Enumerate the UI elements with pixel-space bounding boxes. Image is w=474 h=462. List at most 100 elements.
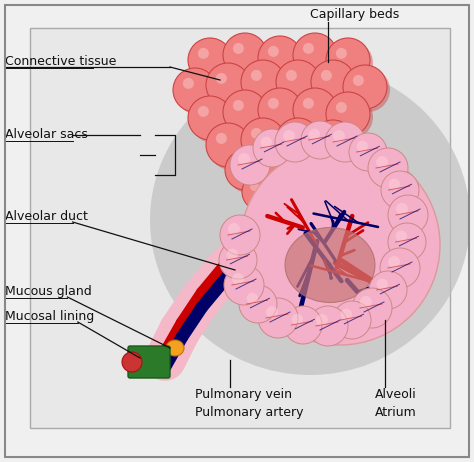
Circle shape — [280, 175, 316, 211]
Circle shape — [226, 93, 270, 137]
Circle shape — [216, 133, 227, 144]
Circle shape — [253, 129, 291, 167]
Text: Alveoli: Alveoli — [375, 388, 417, 401]
Circle shape — [261, 91, 305, 135]
Circle shape — [198, 106, 209, 117]
Text: Pulmonary artery: Pulmonary artery — [195, 406, 303, 419]
Circle shape — [356, 140, 368, 152]
Circle shape — [377, 279, 388, 290]
Circle shape — [188, 38, 232, 82]
Circle shape — [191, 99, 235, 143]
Circle shape — [232, 273, 244, 285]
Ellipse shape — [150, 65, 470, 375]
Circle shape — [279, 121, 323, 165]
Circle shape — [311, 120, 355, 164]
Circle shape — [279, 63, 323, 107]
Circle shape — [219, 241, 257, 279]
Circle shape — [244, 63, 288, 107]
Circle shape — [309, 128, 320, 140]
FancyBboxPatch shape — [128, 346, 170, 378]
Circle shape — [223, 90, 267, 134]
Circle shape — [224, 265, 264, 305]
Circle shape — [275, 122, 315, 162]
Circle shape — [216, 73, 227, 84]
Text: Atrium: Atrium — [375, 406, 417, 419]
Circle shape — [343, 65, 387, 109]
Circle shape — [303, 98, 314, 109]
Circle shape — [276, 118, 320, 162]
Circle shape — [261, 137, 272, 148]
Circle shape — [228, 153, 268, 193]
Circle shape — [268, 98, 279, 109]
Circle shape — [188, 96, 232, 140]
Circle shape — [396, 203, 408, 215]
Circle shape — [230, 145, 270, 185]
Circle shape — [333, 301, 371, 339]
Circle shape — [191, 41, 235, 85]
Circle shape — [241, 60, 285, 104]
Circle shape — [360, 296, 372, 308]
Circle shape — [206, 123, 250, 167]
Text: Alveolar sacs: Alveolar sacs — [5, 128, 88, 141]
Circle shape — [223, 33, 267, 77]
Circle shape — [349, 133, 387, 171]
Circle shape — [284, 306, 322, 344]
Circle shape — [286, 128, 297, 139]
Circle shape — [198, 48, 209, 59]
Circle shape — [296, 91, 340, 135]
Circle shape — [325, 122, 365, 162]
Circle shape — [240, 145, 440, 345]
Circle shape — [250, 182, 259, 191]
Circle shape — [316, 314, 328, 326]
Circle shape — [303, 43, 314, 54]
Circle shape — [376, 156, 388, 168]
Circle shape — [329, 41, 373, 85]
Circle shape — [314, 63, 358, 107]
Circle shape — [321, 70, 332, 81]
Circle shape — [209, 126, 253, 170]
Circle shape — [183, 78, 194, 89]
Circle shape — [311, 60, 355, 104]
Circle shape — [296, 36, 340, 80]
Circle shape — [277, 172, 313, 208]
Text: Capillary beds: Capillary beds — [310, 8, 399, 21]
Circle shape — [314, 123, 358, 167]
Circle shape — [239, 285, 277, 323]
Circle shape — [353, 75, 364, 86]
Circle shape — [293, 33, 337, 77]
Circle shape — [346, 68, 390, 112]
Circle shape — [122, 352, 142, 372]
Text: Mucosal lining: Mucosal lining — [5, 310, 94, 323]
Circle shape — [301, 121, 339, 159]
Text: Connective tissue: Connective tissue — [5, 55, 117, 68]
Circle shape — [246, 292, 258, 304]
Circle shape — [292, 314, 303, 325]
Circle shape — [329, 95, 373, 139]
Circle shape — [227, 249, 238, 260]
Circle shape — [244, 121, 288, 165]
Circle shape — [388, 195, 428, 235]
Circle shape — [209, 66, 253, 110]
Circle shape — [251, 128, 262, 139]
Circle shape — [326, 92, 370, 136]
Circle shape — [258, 36, 302, 80]
Circle shape — [233, 43, 244, 54]
Circle shape — [268, 46, 279, 57]
Circle shape — [352, 288, 392, 328]
Circle shape — [258, 298, 298, 338]
Circle shape — [225, 150, 265, 190]
Circle shape — [228, 223, 240, 235]
Circle shape — [336, 102, 347, 113]
Circle shape — [258, 88, 302, 132]
Circle shape — [266, 306, 278, 318]
Circle shape — [389, 179, 400, 190]
Text: Pulmonary vein: Pulmonary vein — [195, 388, 292, 401]
Circle shape — [261, 150, 301, 190]
Circle shape — [173, 68, 217, 112]
Circle shape — [381, 171, 419, 209]
Circle shape — [333, 130, 345, 142]
Circle shape — [245, 177, 281, 213]
Circle shape — [220, 215, 260, 255]
Circle shape — [341, 309, 352, 320]
Circle shape — [234, 159, 244, 169]
